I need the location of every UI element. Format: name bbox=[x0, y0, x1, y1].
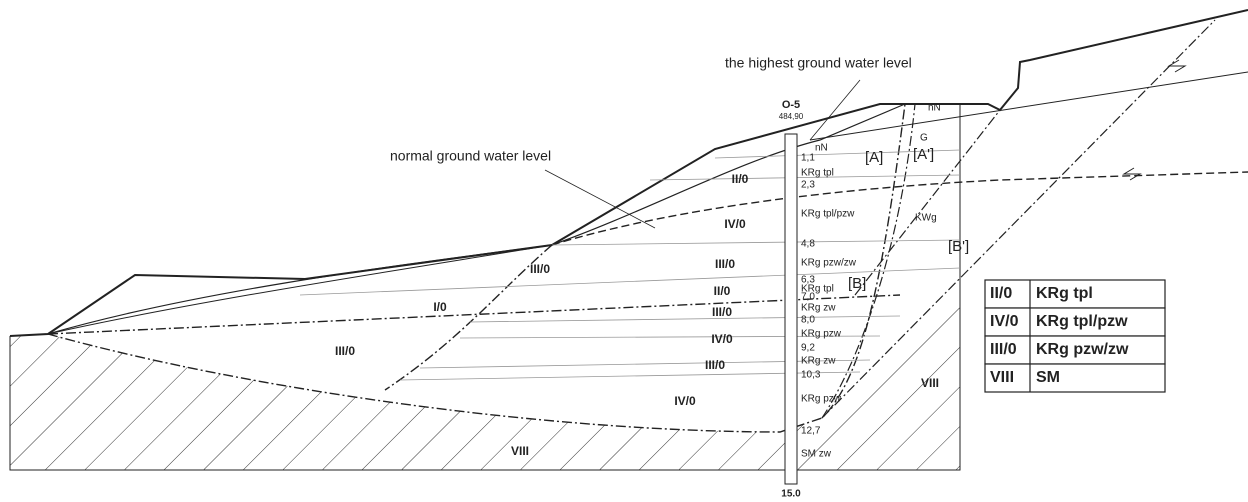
legend-row bbox=[984, 363, 1166, 393]
legend-row bbox=[984, 307, 1166, 337]
layer-label: KRg pzw/zw bbox=[801, 258, 857, 269]
zone: II/0 bbox=[732, 172, 749, 186]
zone: VIII bbox=[921, 376, 939, 390]
layer-depth: 1,1 bbox=[801, 153, 815, 164]
borehole-name: O-5 bbox=[782, 99, 800, 111]
legend-code: VIII bbox=[990, 369, 1014, 386]
borehole-bottom: 15.0 bbox=[781, 489, 801, 500]
legend-code: II/0 bbox=[990, 285, 1012, 302]
geometry bbox=[9, 9, 1248, 485]
zone: I/0 bbox=[433, 300, 447, 314]
legend-soil: KRg pzw/zw bbox=[1036, 341, 1129, 358]
zone: IV/0 bbox=[724, 217, 746, 231]
zone: IV/0 bbox=[674, 394, 696, 408]
slip-label: [B'] bbox=[948, 238, 969, 255]
zone: IV/0 bbox=[711, 332, 733, 346]
layer-label: SM zw bbox=[801, 449, 832, 460]
legend-code: III/0 bbox=[990, 341, 1017, 358]
soil-label: G bbox=[920, 133, 928, 144]
layer-label: KRg tpl bbox=[801, 168, 834, 179]
layer-label: KRg tpl bbox=[801, 284, 834, 295]
legend-code: IV/0 bbox=[990, 313, 1019, 330]
zone: III/0 bbox=[335, 344, 355, 358]
layer-depth: 6,3 bbox=[801, 275, 815, 286]
zone: III/0 bbox=[712, 305, 732, 319]
layer-depth: 7,0 bbox=[801, 292, 815, 303]
annotation: normal ground water level bbox=[390, 148, 551, 164]
layer-label: KRg pzw bbox=[801, 329, 842, 340]
legend-row bbox=[984, 279, 1166, 309]
slip-label: [B] bbox=[848, 275, 866, 292]
layer-label: KRg zw bbox=[801, 303, 836, 314]
borehole-elevation: 484,90 bbox=[779, 112, 804, 121]
legend-soil: KRg tpl bbox=[1036, 285, 1093, 302]
zone: II/0 bbox=[714, 284, 731, 298]
zone: III/0 bbox=[715, 257, 735, 271]
zone: VIII bbox=[511, 444, 529, 458]
layer-label: KRg pzw bbox=[801, 394, 842, 405]
layer-depth: 8,0 bbox=[801, 315, 815, 326]
soil-label: KWg bbox=[915, 213, 937, 224]
layer-label: KRg tpl/pzw bbox=[801, 209, 855, 220]
zone: III/0 bbox=[530, 262, 550, 276]
borehole-top: nN bbox=[815, 143, 828, 154]
soil-label: nN bbox=[928, 103, 941, 114]
layer-depth: 4,8 bbox=[801, 239, 815, 250]
layer-depth: 10,3 bbox=[801, 370, 821, 381]
layer-depth: 2,3 bbox=[801, 180, 815, 191]
zone: III/0 bbox=[705, 358, 725, 372]
legend: II/0 KRg tpl IV/0 KRg tpl/pzw III/0 KRg pzw/z… bbox=[984, 279, 1166, 393]
layer-depth: 12,7 bbox=[801, 426, 821, 437]
layer-depth: 9,2 bbox=[801, 343, 815, 354]
annotation: the highest ground water level bbox=[725, 55, 912, 71]
slip-label: [A'] bbox=[913, 146, 934, 163]
layer-label: KRg zw bbox=[801, 356, 836, 367]
legend-soil: SM bbox=[1036, 369, 1060, 386]
legend-soil: KRg tpl/pzw bbox=[1036, 313, 1128, 330]
slip-label: [A] bbox=[865, 149, 883, 166]
